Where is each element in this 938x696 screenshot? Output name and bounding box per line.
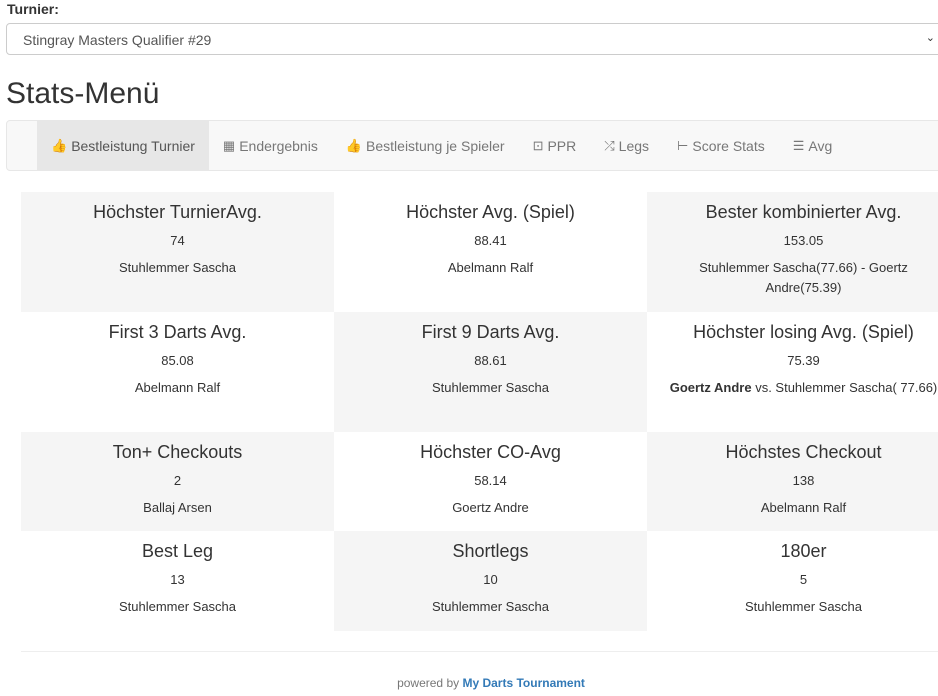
stat-card: Höchster TurnierAvg. 74 Stuhlemmer Sascha <box>21 192 334 312</box>
stat-value: 2 <box>173 473 182 488</box>
tab-label: Bestleistung je Spieler <box>366 137 505 154</box>
stat-card: Höchster Avg. (Spiel) 88.41 Abelmann Ralf <box>334 192 647 312</box>
stat-player: Stuhlemmer Sascha(77.66) - Goertz Andre(… <box>699 260 908 295</box>
stat-player: Stuhlemmer Sascha <box>431 599 550 614</box>
tournament-select[interactable]: Stingray Masters Qualifier #29 ⌄ <box>6 23 938 55</box>
stat-value: 74 <box>170 233 185 248</box>
stat-title: Höchster TurnierAvg. <box>93 202 262 222</box>
tab-label: Endergebnis <box>239 137 318 154</box>
stat-value: 13 <box>170 572 185 587</box>
stat-card: Shortlegs 10 Stuhlemmer Sascha <box>334 531 647 631</box>
thumbs-up-icon: 👍 <box>345 137 363 153</box>
stat-value: 10 <box>483 572 498 587</box>
stat-title: Bester kombinierter Avg. <box>705 202 902 222</box>
stat-player: Ballaj Arsen <box>143 500 212 515</box>
tournament-label: Turnier: <box>7 1 59 17</box>
stat-player: Abelmann Ralf <box>760 500 847 515</box>
stat-title: 180er <box>780 541 827 561</box>
stat-card: Ton+ Checkouts 2 Ballaj Arsen <box>21 432 334 531</box>
tab-label: Avg <box>808 137 833 154</box>
stat-player: Goertz Andre <box>452 500 529 515</box>
footer-link[interactable]: My Darts Tournament <box>462 676 585 690</box>
calendar-icon: ▦ <box>222 137 236 153</box>
tab-endergebnis[interactable]: ▦ Endergebnis <box>209 121 332 170</box>
stat-value: 5 <box>799 572 808 587</box>
tasks-icon: ☰ <box>792 137 805 153</box>
stat-card: Höchstes Checkout 138 Abelmann Ralf <box>647 432 938 531</box>
footer: powered by My Darts Tournament <box>0 676 938 690</box>
divider <box>21 651 938 652</box>
tab-bestleistung-turnier[interactable]: 👍 Bestleistung Turnier <box>37 121 209 170</box>
stat-player-bold: Goertz Andre <box>669 380 752 395</box>
stat-value: 138 <box>792 473 815 488</box>
stat-player: vs. Stuhlemmer Sascha( 77.66) <box>751 380 938 395</box>
stat-title: Höchster CO-Avg <box>420 442 561 462</box>
stat-value: 75.39 <box>787 353 820 368</box>
stat-title: Höchster Avg. (Spiel) <box>406 202 575 222</box>
stat-title: First 9 Darts Avg. <box>421 322 560 342</box>
stat-title: Shortlegs <box>452 541 529 561</box>
tab-bestleistung-je-spieler[interactable]: 👍 Bestleistung je Spieler <box>332 121 519 170</box>
page-title: Stats-Menü <box>6 77 160 110</box>
stat-title: Höchster losing Avg. (Spiel) <box>693 322 914 342</box>
tab-legs[interactable]: ⤮ Legs <box>590 121 663 170</box>
align-left-icon: ⊢ <box>677 137 689 153</box>
stats-nav: 👍 Bestleistung Turnier ▦ Endergebnis 👍 Bestle… <box>6 120 938 171</box>
stat-player: Abelmann Ralf <box>447 260 534 275</box>
stat-card: 180er 5 Stuhlemmer Sascha <box>647 531 938 631</box>
stat-card: Best Leg 13 Stuhlemmer Sascha <box>21 531 334 631</box>
stat-value: 85.08 <box>161 353 194 368</box>
stat-player: Abelmann Ralf <box>134 380 221 395</box>
stat-card: Höchster CO-Avg 58.14 Goertz Andre <box>334 432 647 531</box>
tab-ppr[interactable]: ⊡ PPR <box>519 121 591 170</box>
chevron-down-icon: ⌄ <box>925 32 935 44</box>
random-icon: ⤮ <box>604 137 615 153</box>
stat-value: 153.05 <box>783 233 824 248</box>
tab-label: PPR <box>547 137 577 154</box>
stat-value: 58.14 <box>474 473 507 488</box>
tab-label: Bestleistung Turnier <box>71 137 195 154</box>
stat-card: Bester kombinierter Avg. 153.05 Stuhlemmer… <box>647 192 938 312</box>
stat-player: Stuhlemmer Sascha <box>431 380 550 395</box>
stat-title: Best Leg <box>141 541 214 561</box>
tournament-select-value: Stingray Masters Qualifier #29 <box>23 32 212 48</box>
thumbs-up-icon: 👍 <box>51 137 68 153</box>
footer-prefix: powered by <box>397 676 463 690</box>
stat-player: Stuhlemmer Sascha <box>118 260 237 275</box>
stats-grid: Höchster TurnierAvg. 74 Stuhlemmer Sascha H… <box>21 192 938 631</box>
stat-card: First 9 Darts Avg. 88.61 Stuhlemmer Sascha <box>334 312 647 432</box>
stat-player: Stuhlemmer Sascha <box>118 599 237 614</box>
stat-title: Ton+ Checkouts <box>112 442 243 462</box>
stat-title: Höchstes Checkout <box>725 442 882 462</box>
tab-label: Legs <box>618 137 650 154</box>
scoreboard-icon: ⊡ <box>532 137 544 153</box>
stat-card: First 3 Darts Avg. 85.08 Abelmann Ralf <box>21 312 334 432</box>
tab-label: Score Stats <box>692 137 765 154</box>
tab-avg[interactable]: ☰ Avg <box>779 121 847 170</box>
tab-score-stats[interactable]: ⊢ Score Stats <box>663 121 779 170</box>
stat-player: Stuhlemmer Sascha <box>744 599 863 614</box>
stat-title: First 3 Darts Avg. <box>108 322 247 342</box>
stat-card: Höchster losing Avg. (Spiel) 75.39 Goertz … <box>647 312 938 432</box>
stat-value: 88.41 <box>474 233 507 248</box>
stat-value: 88.61 <box>474 353 507 368</box>
